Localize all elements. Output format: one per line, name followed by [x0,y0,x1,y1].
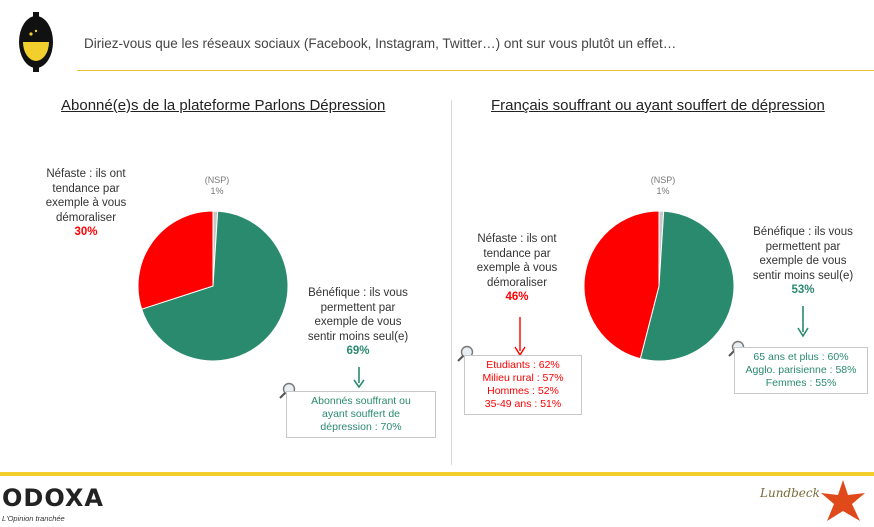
right-nsp-label: (NSP) 1% [646,175,680,197]
right-pos-down-arrow-icon [797,306,809,338]
right-pos-line: exemple de vous [759,255,847,267]
right-pos-line: permettent par [765,240,841,253]
footer-accent-bar [0,472,874,476]
left-subgroup-box: Abonnés souffrant ou ayant souffert de d… [286,391,436,438]
right-pie-chart [583,210,735,362]
right-neg-subgroup: Milieu rural : 57% [482,372,564,384]
left-chart-title: Abonné(e)s de la plateforme Parlons Dépr… [61,97,386,114]
left-neg-line: Néfaste : ils ont [46,168,126,180]
right-pie-slice-2 [583,210,660,360]
left-nsp-label: (NSP) 1% [200,175,234,197]
panel-divider [451,100,452,465]
right-pos-subgroup: Agglo. parisienne : 58% [745,364,857,376]
right-neg-subgroup: Hommes : 52% [487,385,559,397]
left-down-arrow-icon [353,367,365,389]
right-neg-down-arrow-icon [514,317,526,357]
left-pos-line: sentir moins seul(e) [307,330,409,343]
brand-logo: ODOXA [2,484,104,512]
left-pos-line: Bénéfique : ils vous [308,287,408,299]
left-negative-label: Néfaste : ils ont tendance par exemple à… [30,167,142,240]
left-pos-line: exemple de vous [314,316,402,328]
right-pos-line: sentir moins seul(e) [752,269,854,282]
survey-question: Diriez-vous que les réseaux sociaux (Fac… [84,36,677,51]
header-divider [77,70,874,71]
left-pie-slice-2 [137,210,214,310]
right-chart-title: Français souffrant ou ayant souffert de … [491,97,825,114]
right-nsp-text: (NSP) [650,175,676,185]
left-nsp-text: (NSP) [204,175,230,185]
right-neg-subgroup: Etudiants : 62% [486,359,560,371]
right-positive-label: Bénéfique : ils vous permettent par exem… [740,225,866,298]
left-neg-line: exemple à vous [45,197,127,209]
left-negative-value: 30% [74,226,98,238]
left-nsp-value: 1% [210,186,224,196]
left-neg-line: tendance par [52,182,120,195]
right-negative-subgroup-box: Etudiants : 62% Milieu rural : 57% Homme… [464,355,582,415]
left-neg-line: démoraliser [55,211,117,224]
left-box-line: dépression : 70% [320,421,402,433]
right-pos-subgroup: 65 ans et plus : 60% [753,351,849,363]
left-box-line: ayant souffert de [321,408,401,420]
left-pie-slice-1 [141,210,289,362]
right-negative-label: Néfaste : ils ont tendance par exemple à… [462,232,572,305]
right-neg-line: Néfaste : ils ont [477,233,557,245]
left-pie-chart [137,210,289,362]
odoxa-logo-icon [19,12,53,72]
right-positive-subgroup-box: 65 ans et plus : 60% Agglo. parisienne :… [734,347,868,394]
right-pie-slice-1 [639,210,735,362]
right-negative-value: 46% [505,291,529,303]
starfish-logo-icon [821,480,865,521]
right-pos-line: Bénéfique : ils vous [753,226,853,238]
right-neg-line: exemple à vous [476,262,558,274]
left-positive-label: Bénéfique : ils vous permettent par exem… [298,286,418,359]
right-neg-line: tendance par [483,247,551,260]
right-neg-subgroup: 35-49 ans : 51% [484,398,562,410]
left-pos-line: permettent par [320,301,396,314]
left-box-line: Abonnés souffrant ou [311,395,411,407]
right-pos-subgroup: Femmes : 55% [765,377,837,389]
right-nsp-value: 1% [656,186,670,196]
left-positive-value: 69% [346,345,370,357]
right-positive-value: 53% [791,284,815,296]
brand-tagline: L'Opinion tranchée [2,514,65,523]
right-neg-line: démoraliser [486,276,548,289]
partner-logo: Lundbeck [760,486,820,500]
